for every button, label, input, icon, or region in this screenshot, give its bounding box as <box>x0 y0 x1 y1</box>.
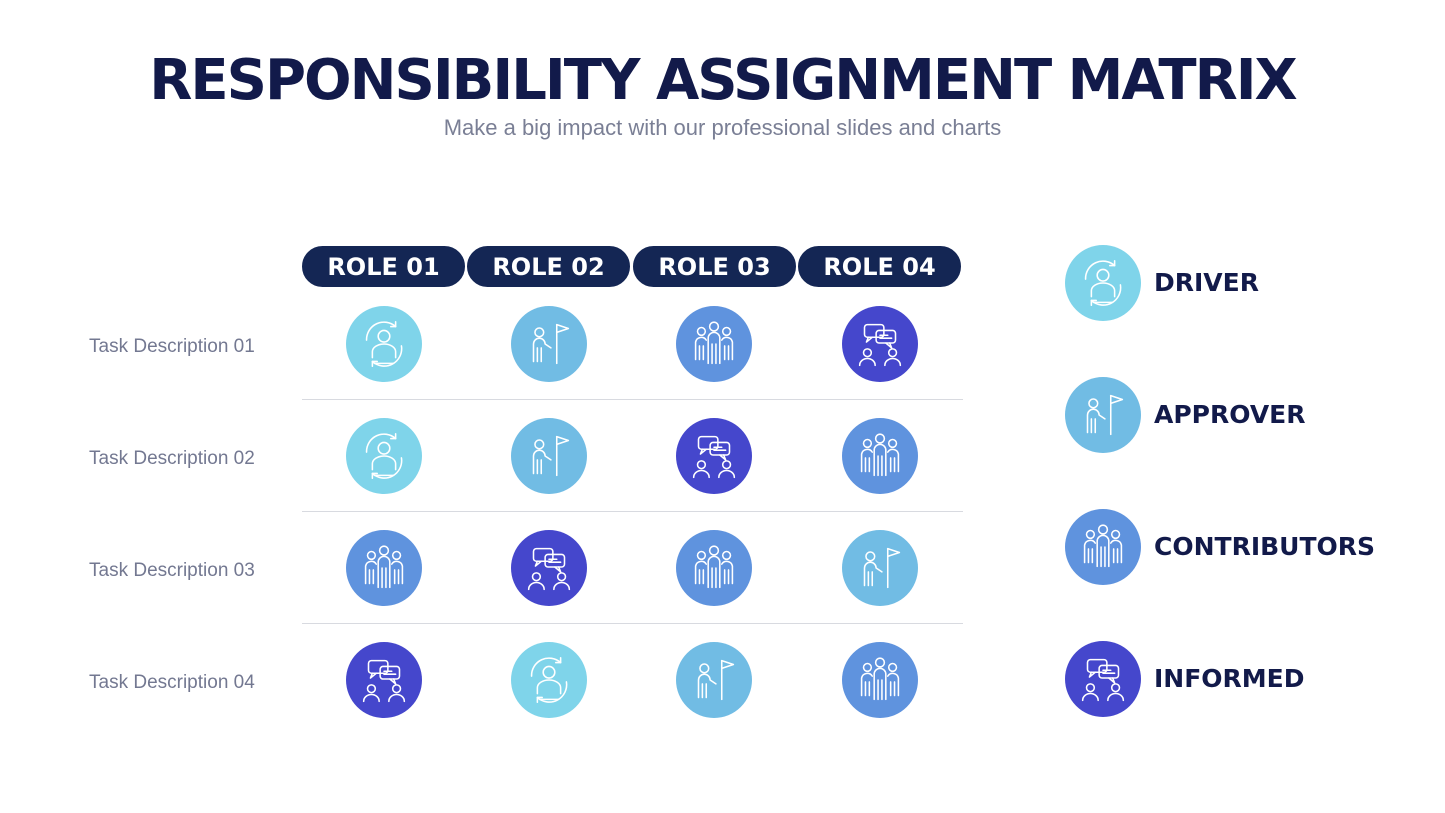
cell-contributors-contributors-group-icon <box>346 530 422 606</box>
cell-informed-informed-chat-icon <box>511 530 587 606</box>
cell-driver-driver-icon <box>346 418 422 494</box>
role-header-3: ROLE 03 <box>632 245 797 288</box>
page-subtitle: Make a big impact with our professional … <box>443 115 1002 140</box>
row-divider <box>302 511 963 512</box>
task-label-4: Task Description 04 <box>89 672 255 693</box>
role-header-1: ROLE 01 <box>301 245 466 288</box>
cell-approver-approver-flag-icon <box>511 418 587 494</box>
legend-approver-label: APPROVER <box>1154 400 1306 429</box>
cell-contributors-contributors-group-icon <box>842 642 918 718</box>
cell-approver-approver-flag-icon <box>676 642 752 718</box>
legend-approver-icon <box>1065 377 1141 453</box>
legend-contributors-label: CONTRIBUTORS <box>1154 532 1376 561</box>
cell-contributors-contributors-group-icon <box>842 418 918 494</box>
page-title: RESPONSIBILITY ASSIGNMENT MATRIX <box>149 48 1297 113</box>
cell-driver-driver-icon <box>346 306 422 382</box>
row-divider <box>302 623 963 624</box>
cell-contributors-contributors-group-icon <box>676 530 752 606</box>
cell-approver-approver-flag-icon <box>511 306 587 382</box>
cell-informed-informed-chat-icon <box>676 418 752 494</box>
cell-contributors-contributors-group-icon <box>676 306 752 382</box>
role-header-4: ROLE 04 <box>797 245 962 288</box>
cell-driver-driver-icon <box>511 642 587 718</box>
task-label-3: Task Description 03 <box>89 560 255 581</box>
cell-informed-informed-chat-icon <box>842 306 918 382</box>
role-header-2: ROLE 02 <box>466 245 631 288</box>
cell-approver-approver-flag-icon <box>842 530 918 606</box>
cell-informed-informed-chat-icon <box>346 642 422 718</box>
legend-contributors-icon <box>1065 509 1141 585</box>
task-label-1: Task Description 01 <box>89 336 255 357</box>
legend-informed-icon <box>1065 641 1141 717</box>
legend-informed-label: INFORMED <box>1154 664 1305 693</box>
legend-driver-label: DRIVER <box>1154 268 1259 297</box>
row-divider <box>302 399 963 400</box>
legend-driver-icon <box>1065 245 1141 321</box>
task-label-2: Task Description 02 <box>89 448 255 469</box>
